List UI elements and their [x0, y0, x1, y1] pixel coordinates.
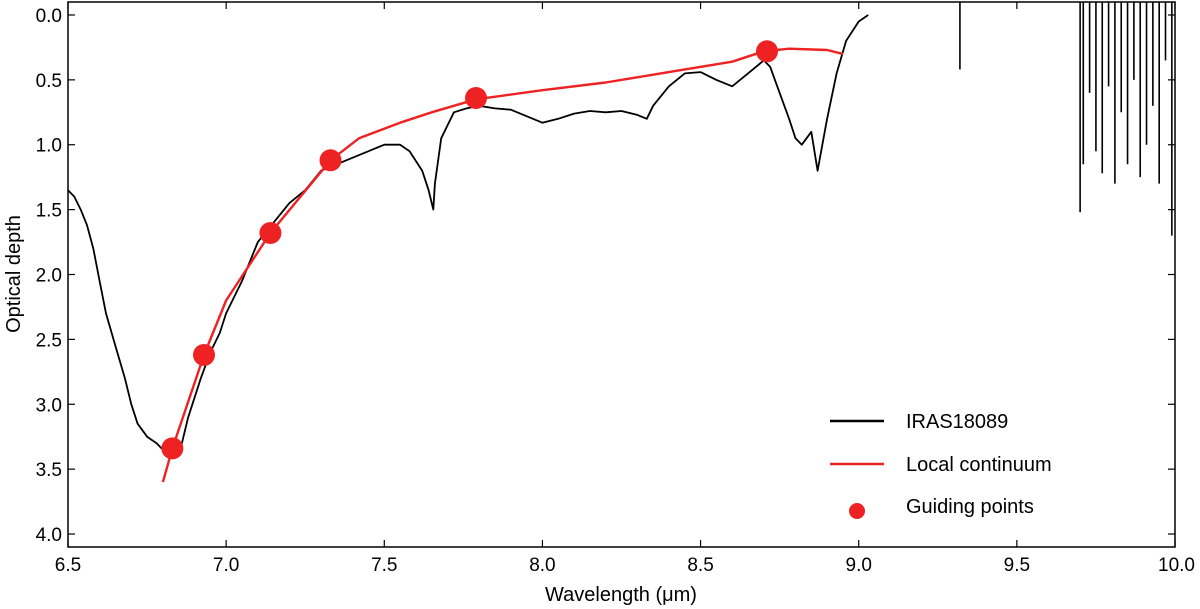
guiding-point — [755, 40, 778, 63]
x-tick-label: 7.0 — [213, 555, 239, 576]
guiding-point — [259, 221, 282, 244]
legend-swatch-guiding-points — [849, 503, 865, 519]
x-tick-label: 7.5 — [371, 555, 397, 576]
series-line-iras18089 — [67, 14, 869, 458]
y-tick-label: 0.5 — [36, 71, 62, 92]
legend-label-local-continuum: Local continuum — [906, 454, 1052, 476]
y-axis: 0.0 0.5 1.0 1.5 2.0 2.5 3.0 3.5 4.0 — [36, 6, 1175, 546]
y-tick-label: 1.5 — [36, 201, 62, 222]
y-tick-label: 2.0 — [36, 266, 62, 287]
x-tick-label: 8.0 — [529, 555, 555, 576]
x-tick-label: 6.5 — [55, 555, 81, 576]
guiding-point — [319, 149, 342, 172]
guiding-point — [465, 87, 488, 110]
y-axis-label: Optical depth — [3, 215, 25, 333]
y-tick-label: 4.0 — [36, 525, 62, 546]
y-tick-label: 3.5 — [36, 460, 62, 481]
legend: IRAS18089 Local continuum Guiding points — [830, 411, 1052, 519]
x-tick-label: 9.0 — [846, 555, 872, 576]
y-tick-label: 1.0 — [36, 136, 62, 157]
plot-area — [67, 2, 1173, 483]
x-axis: 6.5 7.0 7.5 8.0 8.5 9.0 9.5 10.0 — [55, 2, 1195, 576]
y-tick-label: 0.0 — [36, 6, 62, 27]
x-tick-label: 10.0 — [1158, 555, 1195, 576]
x-tick-label: 9.5 — [1004, 555, 1030, 576]
x-tick-label: 8.5 — [687, 555, 713, 576]
legend-label-iras18089: IRAS18089 — [906, 411, 1008, 433]
series-line-local-continuum — [161, 47, 844, 483]
y-tick-label: 3.0 — [36, 395, 62, 416]
guiding-point — [193, 343, 216, 366]
guiding-point — [161, 437, 184, 460]
y-tick-label: 2.5 — [36, 330, 62, 351]
x-axis-label: Wavelength (μm) — [545, 584, 697, 606]
legend-label-guiding-points: Guiding points — [906, 496, 1034, 518]
